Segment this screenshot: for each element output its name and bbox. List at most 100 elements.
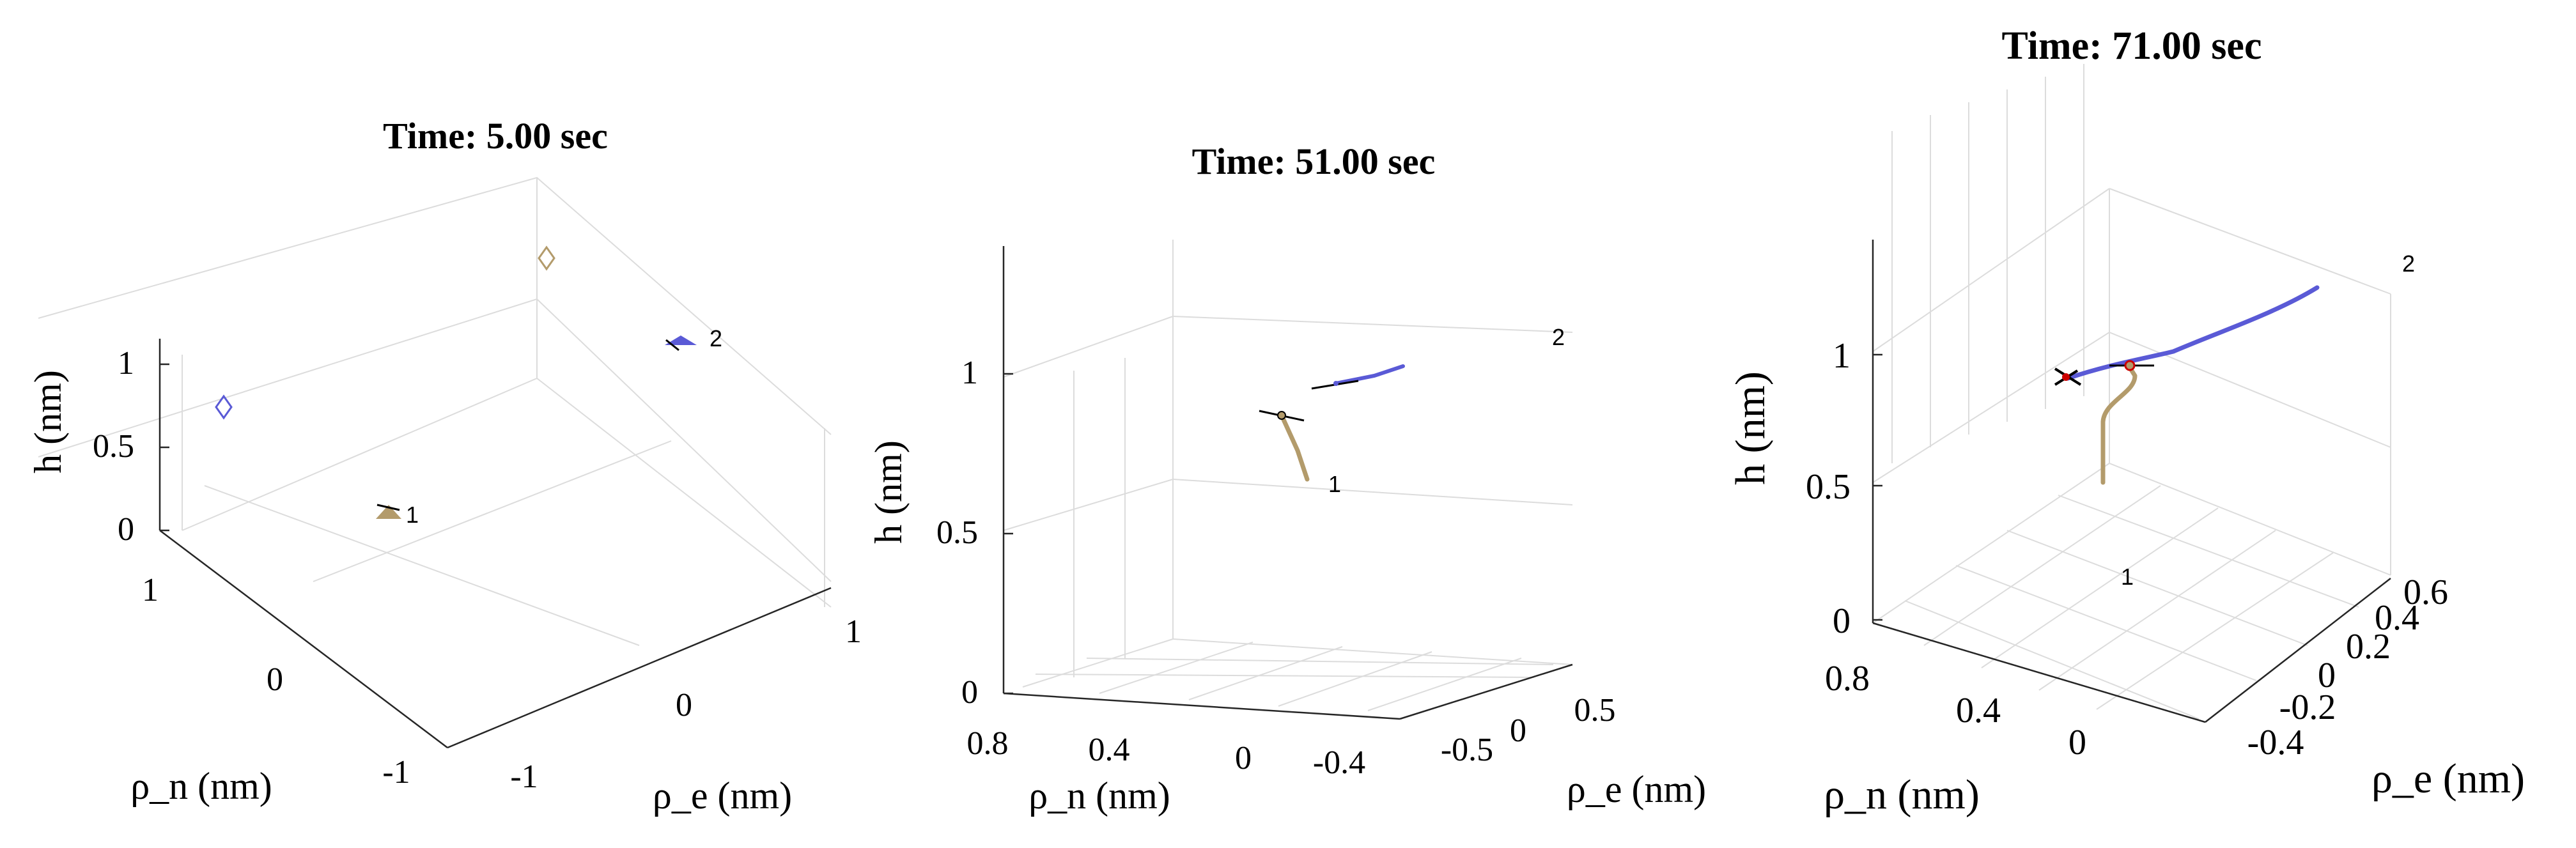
panel-3-z-tick-label: 0 (1833, 601, 1851, 641)
panel-2-grid-back-top (1172, 316, 1573, 333)
panel-2-x-axis-label: ρ_n (nm) (1028, 775, 1170, 817)
panel-2-grid-left-mid (1003, 479, 1174, 531)
panel-2-y-axis (1399, 663, 1573, 720)
panel-3: Time: 71.00 sec 0 0.5 (1727, 24, 2525, 818)
panel-3-x-axis-label: ρ_n (nm) (1824, 771, 1980, 818)
panel-1-series-label-2: 2 (710, 325, 722, 351)
panel-3-grid-floor (1955, 565, 2257, 681)
panel-1-vehicle-2 (665, 335, 697, 345)
panel-2-grid-back-base (1172, 638, 1573, 665)
panel-1-vehicle-1-wing (376, 504, 400, 511)
panel-3-grid-h (1872, 332, 2110, 483)
panel-2-x-tick-label: 0 (1235, 740, 1252, 776)
panel-1-x-tick-label: -1 (382, 754, 410, 790)
panel-3-grid-floor (2038, 530, 2276, 691)
panel-1-y-axis (447, 587, 832, 749)
panel-2-trajectory-2 (1334, 364, 1405, 385)
panel-2-z-axis-label: h (nm) (867, 440, 910, 544)
panel-3-grid-floor (2006, 530, 2308, 646)
panel-3-y-tick-label: 0 (2318, 656, 2336, 695)
panel-1-z-tick-label: 0 (118, 511, 134, 548)
panel-2-z-tick-label: 0.5 (936, 514, 978, 551)
panel-3-grid-h (1872, 188, 2110, 352)
panel-1-title: Time: 5.00 sec (383, 115, 608, 157)
panel-3-trajectory-1 (2100, 363, 2138, 485)
panel-3-grid-floor (2096, 552, 2334, 710)
panel-3-series-label-1: 1 (2121, 564, 2134, 590)
panel-1-x-axis (159, 530, 448, 748)
panel-2-y-tick-label: 0.5 (1574, 692, 1616, 729)
panel-3-y-axis (2205, 578, 2391, 723)
panel-1-z-tick-label: 1 (118, 345, 134, 382)
panel-3-title: Time: 71.00 sec (2002, 24, 2262, 68)
panel-3-y-axis-label: ρ_e (nm) (2371, 755, 2525, 802)
panel-1-y-tick-label: -1 (510, 759, 538, 795)
panel-3-grid-floor (2058, 495, 2359, 608)
panel-3-grid-floor (2109, 463, 2391, 576)
panel-3-y-tick-label: 0.6 (2403, 573, 2448, 612)
panel-2-title: Time: 51.00 sec (1192, 141, 1436, 182)
panel-2-grid-back-mid (1172, 479, 1573, 505)
panel-1-series-label-1: 1 (406, 502, 419, 528)
panel-1-x-tick-label: 1 (142, 572, 159, 608)
panel-2-y-axis-label: ρ_e (nm) (1567, 768, 1706, 810)
panel-2-grid-floor (1035, 674, 1535, 678)
panel-2-z-tick-label: 1 (961, 355, 978, 391)
panel-3-y-tick-label: -0.4 (2247, 723, 2304, 762)
panel-2-series-label-1: 1 (1328, 471, 1341, 497)
panel-2-vehicle-1 (1277, 411, 1286, 420)
panel-3-z-axis-label: h (nm) (1727, 371, 1774, 485)
panel-3-z-tick-label: 0.5 (1806, 467, 1851, 507)
panel-1-vehicle-1 (376, 505, 401, 519)
panel-2-y-tick-label: -0.5 (1441, 732, 1493, 768)
panel-2-vehicle-2 (1333, 381, 1338, 386)
panel-3-series-label-2: 2 (2402, 251, 2415, 277)
panel-3-x-tick-label: 0 (2068, 723, 2086, 762)
panel-1-vehicle-2-wing (665, 339, 679, 351)
panel-3-grid-floor (1904, 600, 2200, 720)
panel-1-grid-floor (182, 377, 832, 608)
panel-1-grid-floor-a (313, 440, 672, 582)
panel-2-series-label-2: 2 (1552, 324, 1565, 350)
panel-3-y-tick-label: 0.4 (2375, 598, 2419, 638)
panel-2-grid-floor (1099, 642, 1253, 694)
panel-2-z-tick-label: 0 (961, 674, 978, 711)
panel-3-y-tick-label: -0.2 (2279, 688, 2336, 727)
panel-3-vehicle-1 (2124, 360, 2136, 371)
panel-1-y-tick-label: 0 (676, 687, 692, 723)
panel-3-grid-h (2109, 332, 2391, 448)
panel-3-grid-h (2109, 188, 2391, 295)
panel-3-x-tick-label: 0.8 (1825, 659, 1870, 698)
panel-1-y-tick-label: 1 (845, 613, 862, 650)
panel-3-grid-floor (1923, 485, 2161, 646)
panel-3-x-tick-label: 0.4 (1956, 691, 2001, 730)
panel-1-grid-floor-b (204, 485, 640, 646)
panel-3-y-tick-label: 0.2 (2346, 627, 2391, 667)
panel-1: Time: 5.00 sec 0 0.5 1 1 0 -1 -1 0 1 h (… (27, 115, 862, 817)
panel-3-x-axis (1872, 622, 2206, 723)
panel-3-grid-floor (1872, 463, 2110, 624)
panel-1-marker-diamond-tan (538, 245, 555, 271)
panel-1-z-tick-label: 0.5 (93, 428, 134, 465)
panel-2: Time: 51.00 sec 0 0.5 1 0.8 0.4 0 -0.4 (867, 141, 1706, 817)
panel-2-x-tick-label: -0.4 (1313, 744, 1365, 781)
panel-3-trajectory-2 (2065, 285, 2320, 381)
panel-2-grid-floor (1188, 646, 1343, 700)
panel-1-x-axis-label: ρ_n (nm) (130, 765, 272, 807)
panel-2-x-axis (1003, 692, 1401, 720)
panel-2-grid-left-top (1003, 316, 1174, 378)
panel-2-x-tick-label: 0.8 (967, 725, 1009, 762)
panel-2-grid-floor (1278, 651, 1432, 707)
panel-1-grid-back-top (38, 176, 832, 435)
panel-3-vehicle-2-marker (2062, 373, 2070, 381)
panel-3-z-tick-label: 1 (1833, 336, 1851, 376)
panel-2-trajectory-1 (1279, 413, 1310, 482)
panel-1-y-axis-label: ρ_e (nm) (653, 775, 792, 817)
panel-1-marker-diamond-blue (215, 394, 233, 420)
panel-3-grid-floor (1981, 507, 2219, 668)
panel-2-x-tick-label: 0.4 (1089, 732, 1130, 768)
panel-1-x-tick-label: 0 (267, 661, 283, 698)
panel-1-z-axis-label: h (nm) (27, 370, 69, 474)
panel-2-grid-floor (1367, 658, 1522, 711)
